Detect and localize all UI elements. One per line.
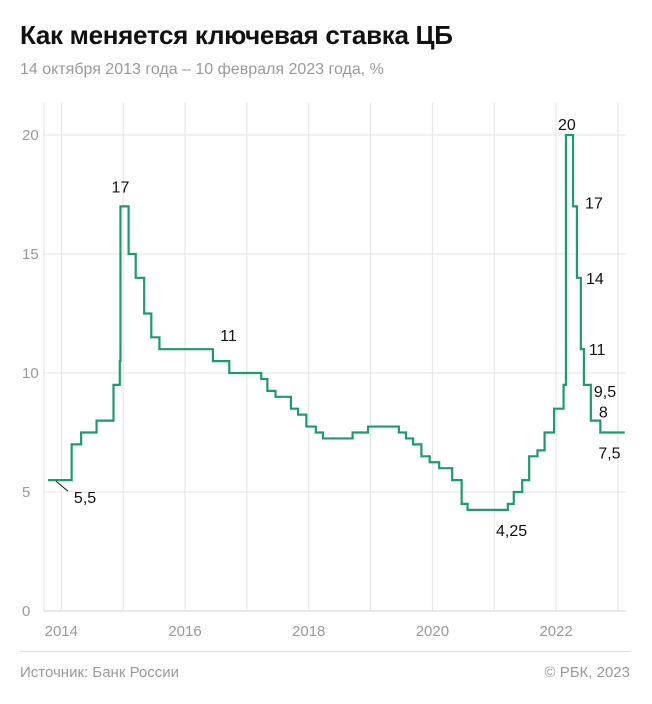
annotations: 5,5 17 11 4,25 20 17 14 11 9,5 8 7,5 [55,117,621,540]
data-label: 5,5 [74,490,96,507]
y-tick-label: 5 [22,484,30,501]
x-tick-label: 2016 [168,623,201,640]
data-label: 8 [599,405,608,422]
x-tick-label: 2014 [45,623,78,640]
data-label: 7,5 [598,446,620,463]
data-label: 11 [220,328,237,345]
x-tick-label: 2022 [539,623,572,640]
data-label: 17 [112,179,130,196]
chart-subtitle: 14 октября 2013 года – 10 февраля 2023 г… [20,61,384,78]
grid [43,103,626,612]
series-line [47,133,625,511]
source-note: Источник: Банк России [20,664,180,681]
data-label: 4,25 [496,523,527,540]
footer-divider [20,651,630,652]
data-label: 20 [558,117,576,134]
data-label: 14 [586,271,604,288]
annotation-leader [55,480,69,492]
y-tick-label: 20 [22,127,39,144]
data-label: 17 [585,195,603,212]
y-tick-label: 15 [22,246,39,263]
data-label: 11 [589,342,606,359]
x-tick-label: 2020 [416,623,449,640]
chart-title: Как меняется ключевая ставка ЦБ [20,20,453,50]
y-tick-label: 10 [22,365,39,382]
axis-ticks: 0 5 10 15 20 2014 2016 2018 2020 2022 [22,127,573,640]
data-label: 9,5 [594,384,616,401]
plot-area [47,133,625,511]
y-tick-label: 0 [22,603,30,620]
x-tick-label: 2018 [292,623,325,640]
copyright: © РБК, 2023 [544,664,630,681]
